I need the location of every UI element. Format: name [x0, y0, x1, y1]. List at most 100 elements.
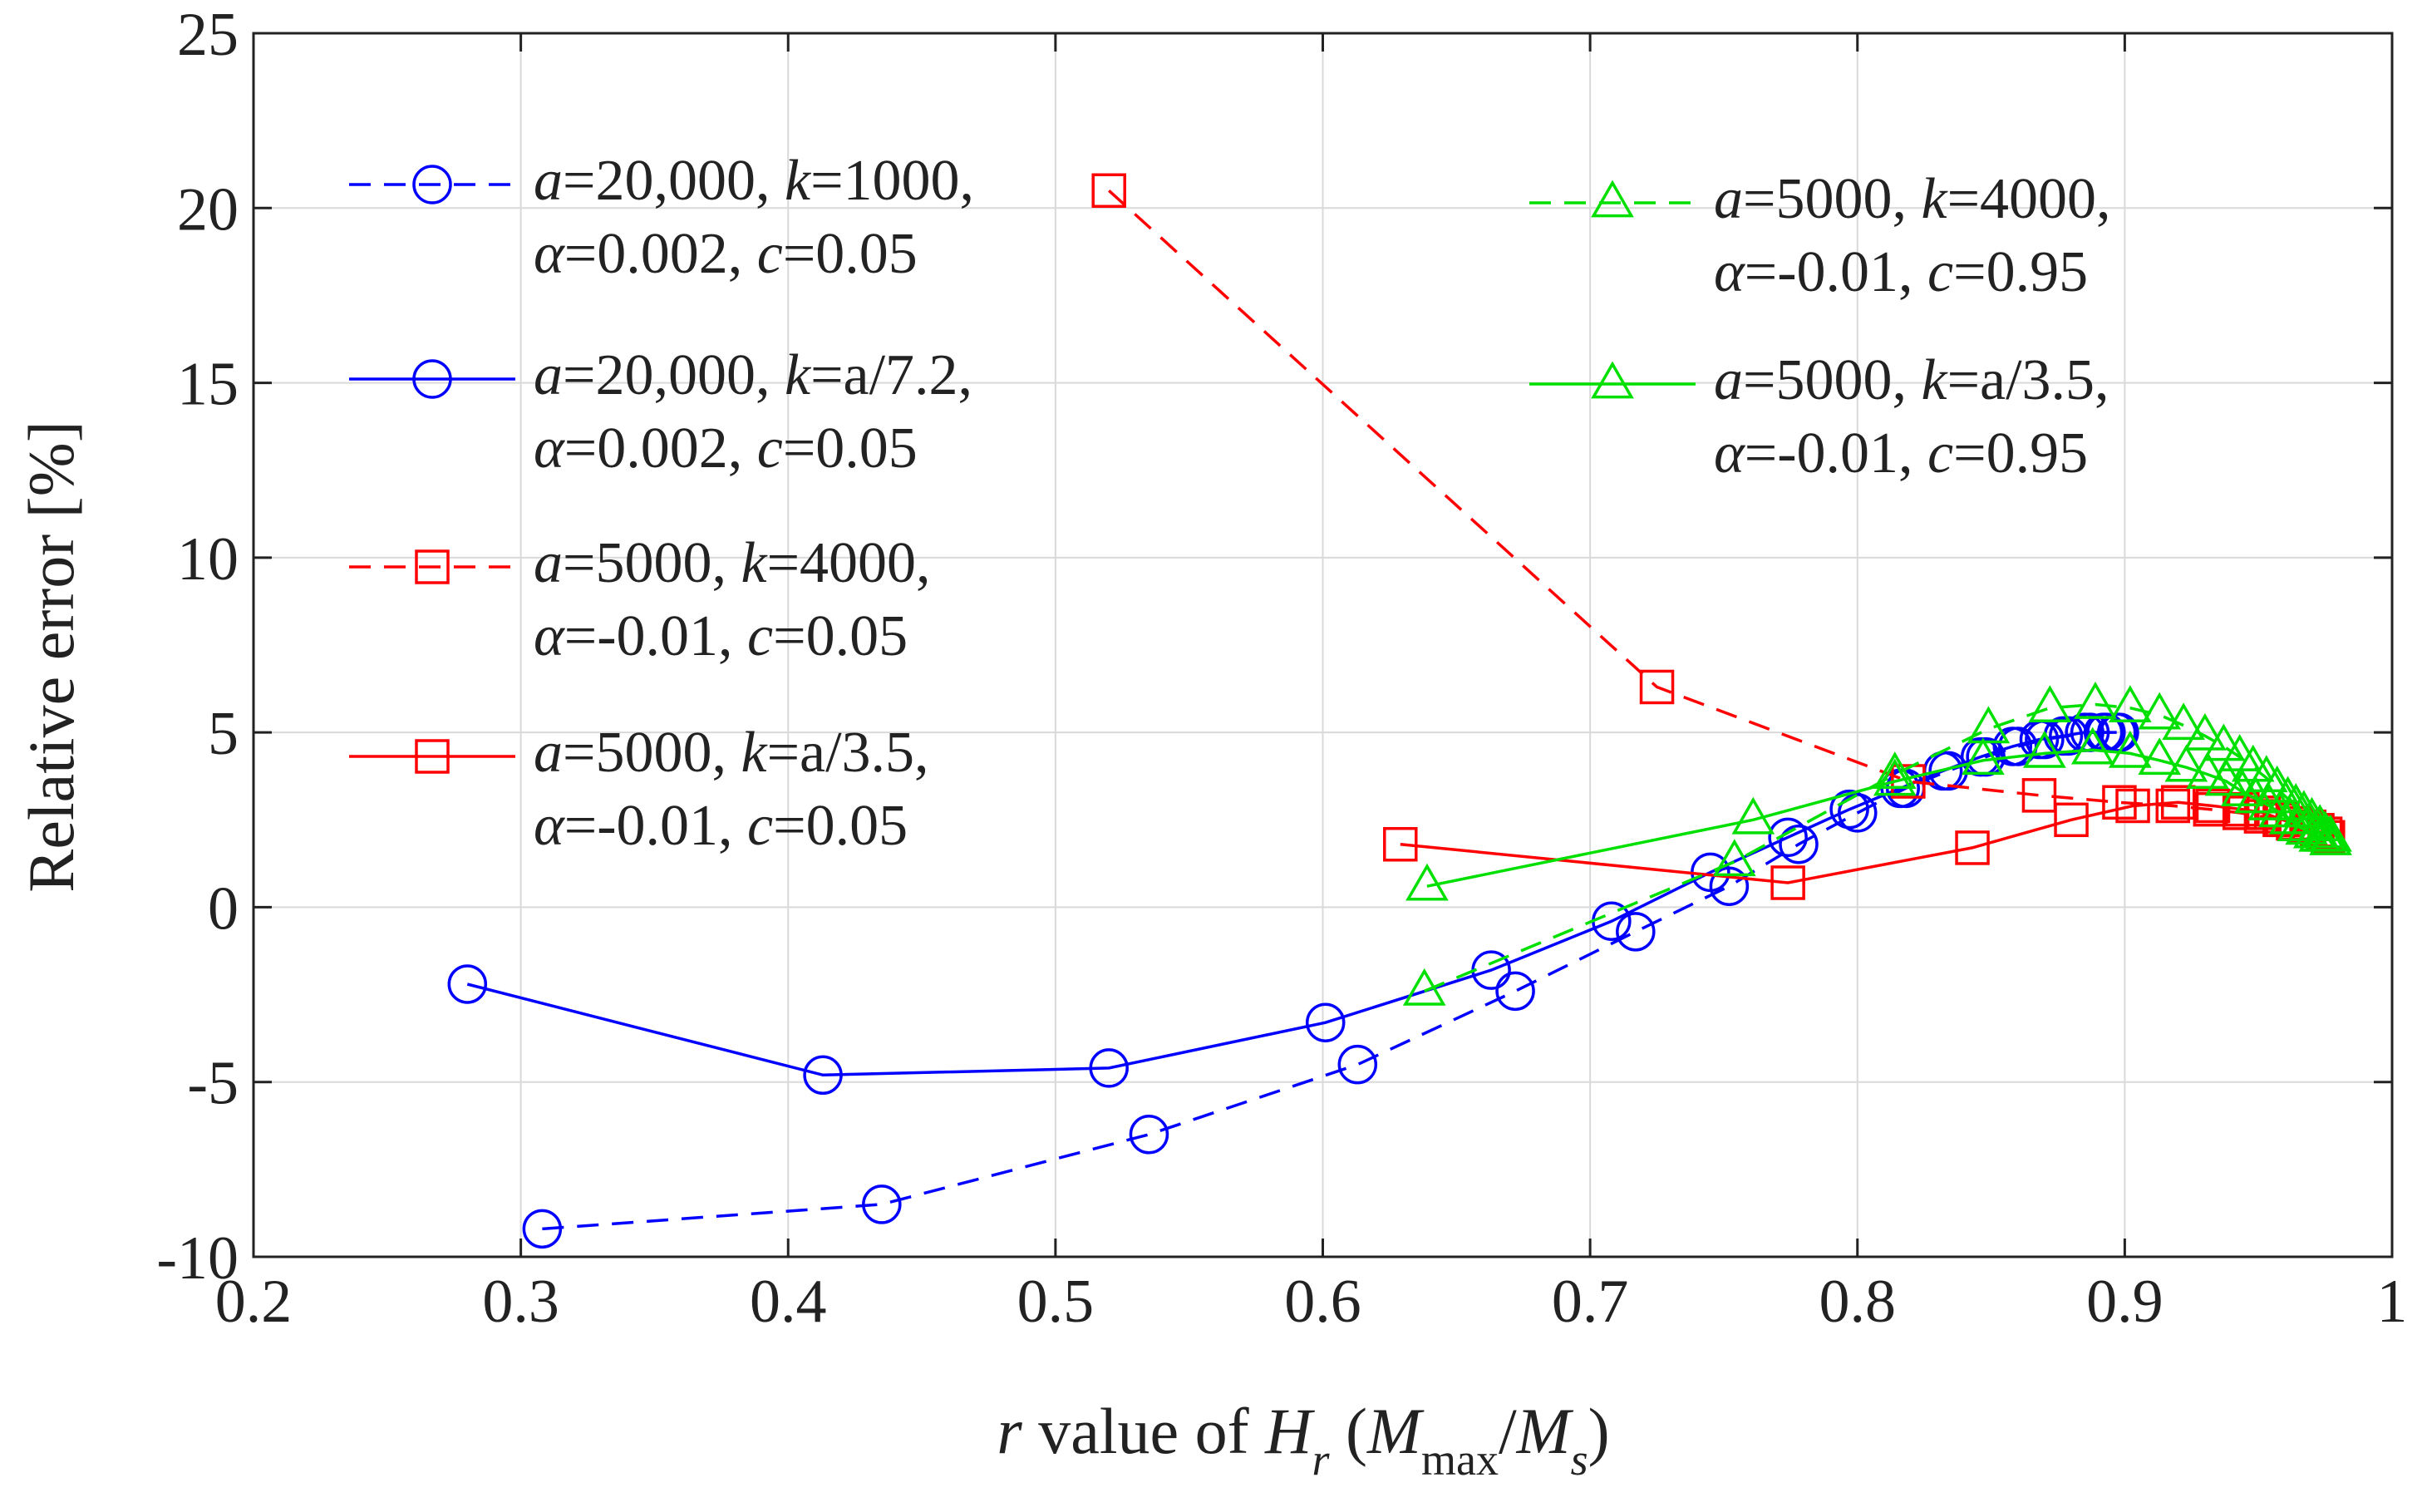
x-tick-label: 0.7: [1552, 1268, 1629, 1336]
series-3-point: [2155, 788, 2191, 824]
series-2-point: [447, 964, 488, 1004]
series-1-point: [1337, 1044, 1378, 1085]
legend-label-line: α=-0.01, c=0.95: [1714, 240, 2088, 304]
series-6-point: [2023, 730, 2066, 768]
x-tick-label: 0.4: [750, 1268, 827, 1336]
series-2-point: [1829, 789, 1869, 830]
y-tick-label: 5: [208, 700, 239, 768]
series-1-point: [1779, 824, 1819, 864]
series-6: [1405, 726, 2352, 901]
series-3-point: [2102, 785, 2137, 820]
legend-label-line: a=5000, k=4000,: [1714, 167, 2111, 231]
series-5-point: [2028, 685, 2072, 723]
series-4-point: [2160, 785, 2196, 820]
series-5-point: [2138, 692, 2182, 730]
series-4-point: [1770, 865, 1805, 900]
series-6-point: [2070, 726, 2114, 765]
legend-label-line: a=5000, k=4000,: [534, 531, 931, 595]
series-6-point: [2268, 796, 2312, 835]
legend-entry-5: a=5000, k=4000, α=-0.01, c=0.95: [1529, 167, 2111, 304]
series-5-point: [2202, 723, 2246, 761]
series-6-point: [2164, 744, 2208, 782]
series-5-point: [1967, 706, 2011, 744]
legend-label-line: α=-0.01, c=0.95: [1714, 421, 2088, 485]
y-axis-ticks: -10 -5 0 5 10 15 20 25: [156, 1, 2392, 1293]
legend-label-line: α=0.002, c=0.05: [534, 416, 918, 480]
legend-label-line: α=-0.01, c=0.05: [534, 604, 908, 668]
y-tick-label: 0: [208, 874, 239, 943]
legend-entry-1: a=20,000, k=1000, α=0.002, c=0.05: [349, 149, 974, 286]
legend-label-line: α=-0.01, c=0.05: [534, 794, 908, 858]
y-axis-label: Relative error [%]: [15, 421, 87, 892]
legend-marker: [1591, 180, 1634, 218]
series-6-point: [2258, 790, 2301, 828]
series-group: [447, 173, 2352, 1249]
legend-marker: [415, 739, 450, 774]
series-2-point: [1089, 1048, 1129, 1088]
legend-marker: [412, 165, 452, 204]
series-3-point: [1639, 669, 1675, 705]
legend-marker: [1591, 361, 1634, 399]
series-5-point: [1712, 839, 1756, 877]
series-3-point: [2021, 778, 2057, 813]
series-5-point: [1402, 968, 1446, 1006]
series-1-point: [522, 1209, 563, 1249]
legend-label-line: a=5000, k=a/3.5,: [534, 721, 929, 785]
series-2-point: [1305, 1002, 1346, 1042]
series-4-point: [2054, 802, 2089, 838]
series-1-point: [1129, 1115, 1169, 1155]
x-axis-label: r value of Hr (Mmax/Ms): [997, 1395, 1609, 1485]
series-6-point: [1731, 796, 1775, 835]
series-4-point: [1955, 830, 1990, 865]
legend-label-line: a=20,000, k=1000,: [534, 149, 974, 213]
series-3-point: [1091, 173, 1126, 209]
series-6-point: [1405, 863, 1449, 901]
x-tick-label: 0.5: [1017, 1268, 1095, 1336]
series-5-point: [2074, 681, 2117, 719]
legend-entry-2: a=20,000, k=a/7.2, α=0.002, c=0.05: [349, 343, 972, 480]
y-tick-label: 15: [177, 351, 239, 419]
series-6-point: [1873, 758, 1917, 796]
y-tick-label: 25: [177, 1, 239, 69]
series-4-point: [1383, 826, 1418, 862]
y-tick-label: 10: [177, 525, 239, 593]
y-tick-label: 20: [177, 175, 239, 244]
series-1-point: [1495, 971, 1535, 1012]
x-tick-label: 1: [2377, 1268, 2408, 1336]
x-tick-label: 0.9: [2086, 1268, 2164, 1336]
series-6-point: [1962, 737, 2005, 776]
legend-label-line: a=20,000, k=a/7.2,: [534, 343, 972, 407]
series-2-point: [803, 1055, 843, 1096]
legend-entry-6: a=5000, k=a/3.5, α=-0.01, c=0.95: [1529, 348, 2109, 485]
series-5-point: [2108, 685, 2152, 723]
legend-label-line: α=0.002, c=0.05: [534, 222, 918, 286]
series-4-point: [2115, 788, 2150, 824]
legend-marker: [412, 359, 452, 399]
series-5-point: [2183, 712, 2227, 751]
y-tick-label: -5: [187, 1050, 239, 1118]
y-tick-label: -10: [156, 1224, 239, 1293]
x-tick-label: 0.8: [1819, 1268, 1897, 1336]
legend-entry-3: a=5000, k=4000, α=-0.01, c=0.05: [349, 531, 931, 668]
series-6-point: [2309, 818, 2352, 855]
series-6-point: [2247, 782, 2291, 820]
series-6-point: [2108, 730, 2152, 768]
legend-entry-4: a=5000, k=a/3.5, α=-0.01, c=0.05: [349, 721, 929, 858]
series-6-point: [2138, 737, 2182, 776]
x-axis-ticks: 0.2 0.3 0.4 0.5 0.6 0.7 0.8 0.9 1: [215, 33, 2408, 1336]
series-2-point: [1992, 726, 2033, 766]
series-1-point: [1616, 912, 1656, 952]
series-6-point: [2303, 814, 2347, 852]
series-5-point: [2162, 702, 2205, 741]
x-tick-label: 0.3: [482, 1268, 559, 1336]
series-5-point: [1873, 751, 1917, 789]
series-6-point: [2204, 758, 2248, 796]
legend-label-line: a=5000, k=a/3.5,: [1714, 348, 2109, 412]
x-tick-label: 0.6: [1284, 1268, 1361, 1336]
series-2-point: [1768, 817, 1808, 858]
legend: a=20,000, k=1000,α=0.002, c=0.05a=20,000…: [349, 149, 2111, 858]
x-tick-label: 0.2: [215, 1268, 293, 1336]
series-1-point: [862, 1184, 902, 1224]
series-6-point: [2186, 751, 2229, 789]
